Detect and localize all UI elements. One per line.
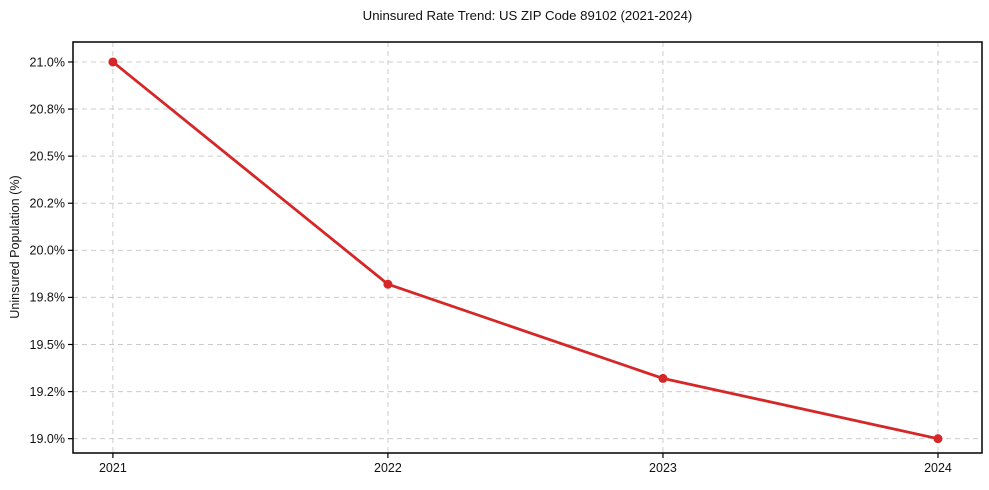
- y-tick-label: 20.8%: [30, 102, 65, 116]
- y-tick-label: 19.2%: [30, 385, 65, 399]
- y-tick-label: 20.2%: [30, 197, 65, 211]
- data-point: [658, 373, 668, 383]
- chart-title: Uninsured Rate Trend: US ZIP Code 89102 …: [362, 8, 693, 23]
- y-tick-label: 19.8%: [30, 291, 65, 305]
- plot-border: [72, 41, 983, 454]
- x-tick-label: 2023: [649, 461, 677, 475]
- data-point: [383, 279, 393, 289]
- y-tick-label: 20.5%: [30, 149, 65, 163]
- data-point: [933, 434, 943, 444]
- x-tick-label: 2021: [99, 461, 127, 475]
- trend-line: [111, 60, 940, 441]
- y-tick-label: 21.0%: [30, 55, 65, 69]
- x-tick-label: 2024: [924, 461, 952, 475]
- y-tick-label: 19.5%: [30, 338, 65, 352]
- y-tick-label: 19.0%: [30, 432, 65, 446]
- data-point: [108, 57, 118, 67]
- x-tick-label: 2022: [374, 461, 402, 475]
- y-tick-label: 20.0%: [30, 244, 65, 258]
